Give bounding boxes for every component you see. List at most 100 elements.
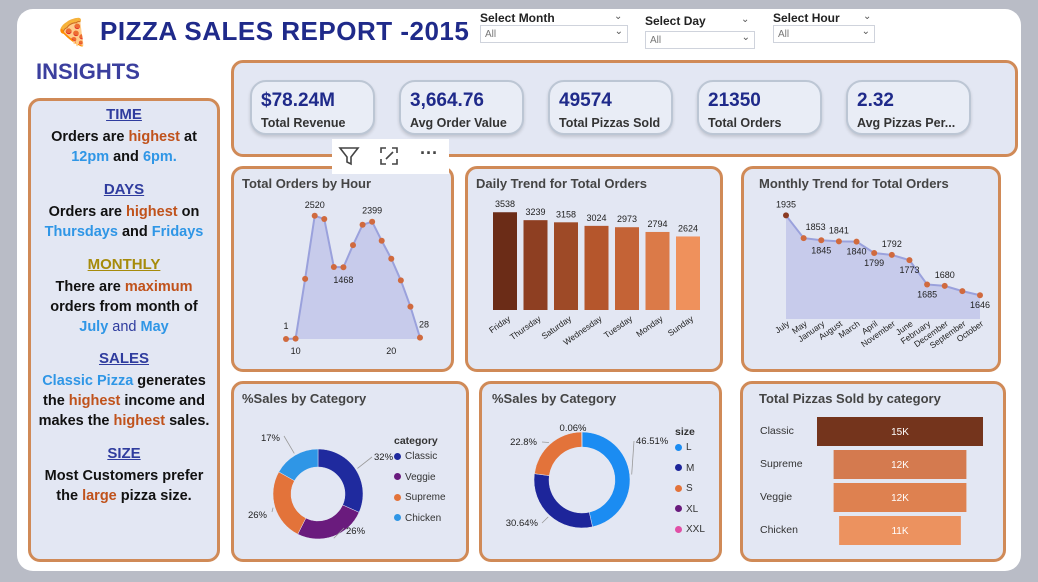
- chevron-down-icon[interactable]: ⌄: [863, 11, 872, 22]
- insight-text: the: [43, 393, 69, 409]
- data-point: [800, 235, 807, 242]
- insight-days-heading: DAYS: [103, 181, 145, 198]
- leader-line: [333, 527, 345, 539]
- monthly-trend-panel[interactable]: Monthly Trend for Total Orders 1935 July 1…: [741, 166, 1001, 372]
- kpi-card[interactable]: 2.32 Avg Pizzas Per...: [846, 80, 971, 135]
- data-label: 1468: [333, 275, 353, 285]
- leader-line: [283, 435, 295, 454]
- legend-dot: [394, 514, 401, 522]
- chart-title: %Sales by Category: [492, 391, 617, 406]
- data-point: [311, 212, 318, 219]
- data-label: 12K: [891, 493, 909, 504]
- insight-highlight: highest: [68, 393, 121, 409]
- category-label: Supreme: [760, 458, 803, 470]
- data-point: [330, 264, 337, 271]
- chevron-down-icon[interactable]: ⌄: [741, 14, 750, 25]
- day-value: All: [650, 35, 662, 46]
- legend-item[interactable]: Veggie: [394, 472, 436, 483]
- insight-sales-heading: SALES: [98, 350, 149, 367]
- pizzas-by-category-chart: 15K Classic 12K Supreme 12K Veggie 11K Chicken: [760, 417, 983, 545]
- insight-text: and: [109, 149, 143, 165]
- hour-slicer[interactable]: Select Hour ⌄ All ⌄: [773, 11, 875, 43]
- data-point: [292, 335, 299, 342]
- focus-mode-icon[interactable]: [374, 145, 404, 169]
- chart-title: Daily Trend for Total Orders: [476, 176, 647, 191]
- legend-label: L: [686, 442, 692, 453]
- hour-slicer-label: Select Hour: [773, 11, 840, 25]
- filter-icon[interactable]: [334, 145, 364, 169]
- hour-dropdown[interactable]: All ⌄: [773, 25, 875, 43]
- kpi-card[interactable]: 3,664.76 Avg Order Value: [399, 80, 524, 135]
- insight-highlight: Classic Pizza: [42, 373, 134, 389]
- insight-text: generates: [133, 373, 206, 389]
- chevron-down-icon[interactable]: ⌄: [614, 11, 623, 22]
- x-tick-label: Sunday: [666, 313, 696, 338]
- legend-item[interactable]: Classic: [394, 451, 437, 462]
- orders-by-hour-panel[interactable]: Total Orders by Hour 1 2520 1468 2399 28 10 20: [231, 166, 454, 372]
- daily-trend-chart: 3538Friday3239Thursday3158Saturday3024We…: [487, 199, 700, 347]
- leader-line: [541, 441, 549, 443]
- legend-label: S: [686, 483, 693, 494]
- data-point: [818, 237, 825, 244]
- legend-item[interactable]: XL: [675, 504, 698, 515]
- legend-item[interactable]: M: [675, 463, 694, 474]
- more-options-icon[interactable]: ···: [420, 143, 438, 163]
- legend-item[interactable]: L: [675, 442, 692, 453]
- monthly-trend-chart: 1935July1853May1845January1841August1840…: [773, 199, 990, 350]
- kpi-card[interactable]: 49574 Total Pizzas Sold: [548, 80, 673, 135]
- data-point: [906, 257, 913, 264]
- sales-by-category-panel[interactable]: %Sales by Category 32% 26% 26% 17% category…: [231, 381, 469, 562]
- data-label: 1935: [776, 199, 796, 209]
- legend-item[interactable]: XXL: [675, 524, 705, 535]
- kpi-value: 3,664.76: [410, 90, 484, 111]
- insight-highlight: highest: [126, 204, 178, 220]
- funnel-bar: [839, 516, 961, 545]
- data-label: 2794: [647, 219, 667, 229]
- data-point: [388, 255, 395, 262]
- bar: [554, 222, 578, 310]
- legend-item[interactable]: Supreme: [394, 492, 446, 503]
- bar: [645, 231, 670, 310]
- legend-dot: [394, 493, 401, 501]
- month-dropdown[interactable]: All ⌄: [480, 25, 628, 43]
- sales-by-size-panel[interactable]: %Sales by Category 46.51% 30.64% 22.8% 0.06…: [479, 381, 722, 562]
- insight-text: and: [117, 224, 152, 240]
- data-label: 15K: [891, 427, 909, 438]
- data-label: 1845: [811, 245, 831, 255]
- insights-title: INSIGHTS: [36, 59, 140, 84]
- legend-item[interactable]: S: [675, 483, 693, 494]
- insight-highlight: large: [82, 488, 117, 504]
- funnel-bar: [833, 483, 967, 512]
- bar: [615, 227, 639, 310]
- insight-text: income and: [120, 393, 205, 409]
- bar: [584, 225, 609, 310]
- chart-title: Total Pizzas Sold by category: [759, 391, 941, 406]
- pizzas-by-category-panel[interactable]: Total Pizzas Sold by category 15K Classic…: [740, 381, 1006, 562]
- day-slicer[interactable]: Select Day ⌄ All ⌄: [645, 14, 755, 49]
- data-label: 12K: [891, 460, 909, 471]
- insight-highlight: May: [140, 319, 169, 335]
- legend-item[interactable]: Chicken: [394, 513, 441, 524]
- month-slicer[interactable]: Select Month ⌄ All ⌄: [480, 11, 628, 43]
- chevron-down-icon: ⌄: [614, 26, 623, 37]
- data-label: 1685: [917, 289, 937, 299]
- kpi-card[interactable]: 21350 Total Orders: [697, 80, 822, 135]
- insight-text: makes the: [38, 413, 114, 429]
- data-label: 1773: [899, 265, 919, 275]
- daily-trend-panel[interactable]: Daily Trend for Total Orders 3538 Friday 3…: [465, 166, 723, 372]
- insight-text: Most Customers prefer: [44, 468, 204, 484]
- report-title: PIZZA SALES REPORT -2015: [100, 16, 470, 46]
- insight-highlight: maximum: [124, 279, 193, 295]
- legend-label: Chicken: [405, 512, 442, 524]
- data-label: 26%: [346, 526, 366, 537]
- pie-slice: [278, 448, 319, 482]
- kpi-card[interactable]: $78.24M Total Revenue: [250, 80, 375, 135]
- pie-slice: [317, 448, 364, 513]
- insight-text: the: [56, 488, 83, 504]
- legend-label: XL: [686, 503, 699, 515]
- bar: [523, 220, 548, 310]
- data-point: [378, 237, 385, 244]
- sales-by-category-chart: 32% 26% 26% 17%: [248, 433, 394, 540]
- data-point: [350, 242, 356, 249]
- day-dropdown[interactable]: All ⌄: [645, 31, 755, 49]
